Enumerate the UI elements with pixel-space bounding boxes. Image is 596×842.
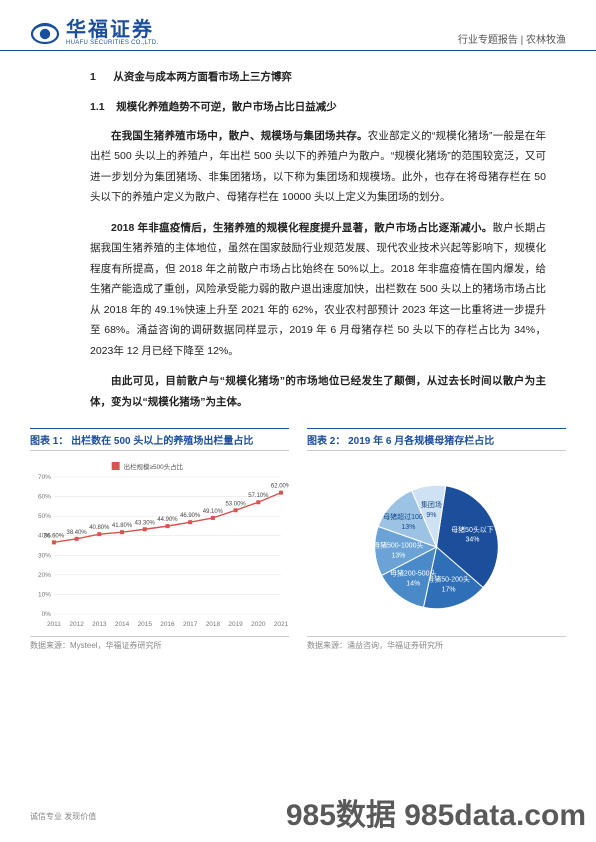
svg-text:2014: 2014: [115, 621, 130, 628]
svg-text:43.30%: 43.30%: [135, 520, 156, 526]
svg-text:2016: 2016: [160, 621, 175, 628]
svg-text:34%: 34%: [465, 537, 479, 544]
body-content: 1 从资金与成本两方面看市场上三方博弈 1.1 规模化养殖趋势不可逆，散户市场占…: [0, 51, 596, 412]
svg-text:46.90%: 46.90%: [180, 513, 201, 519]
svg-text:40.80%: 40.80%: [89, 525, 110, 531]
svg-text:2013: 2013: [92, 621, 107, 628]
svg-text:集团场: 集团场: [421, 500, 442, 509]
footer-left: 诚信专业 发现价值: [30, 811, 96, 822]
paragraph-3: 由此可见，目前散户与“规模化猪场”的市场地位已经发生了颠倒，从过去长时间以散户为…: [90, 371, 546, 412]
chart-1: 图表 1： 出栏数在 500 头以上的养殖场出栏量占比 0% 10% 20% 30% 4…: [30, 428, 289, 651]
svg-text:出栏规模≥500头占比: 出栏规模≥500头占比: [124, 462, 184, 471]
svg-text:38.40%: 38.40%: [67, 530, 88, 536]
svg-text:10%: 10%: [38, 591, 51, 598]
svg-text:0%: 0%: [42, 611, 52, 618]
svg-text:2011: 2011: [47, 621, 61, 628]
svg-text:17%: 17%: [442, 586, 456, 593]
header-category: 行业专题报告 | 农林牧渔: [458, 31, 566, 46]
svg-text:41.80%: 41.80%: [112, 523, 133, 529]
svg-text:70%: 70%: [38, 474, 51, 481]
svg-text:36.60%: 36.60%: [44, 533, 65, 539]
logo-cn-text: 华福证券: [66, 20, 158, 40]
heading-2-num: 1.1: [90, 101, 105, 113]
svg-text:57.10%: 57.10%: [248, 493, 269, 499]
svg-text:2018: 2018: [206, 621, 221, 628]
svg-text:母猪50头以下: 母猪50头以下: [451, 525, 494, 534]
logo-icon: [30, 21, 60, 45]
paragraph-1: 在我国生猪养殖市场中，散户、规模场与集团场共存。农业部定义的“规模化猪场”一般是…: [90, 126, 546, 208]
logo-en-text: HUAFU SECURITIES CO.,LTD.: [66, 40, 158, 46]
svg-text:44.90%: 44.90%: [157, 517, 178, 523]
p1-lead: 在我国生猪养殖市场中，散户、规模场与集团场共存。: [111, 130, 368, 142]
heading-1-text: 从资金与成本两方面看市场上三方博弈: [113, 71, 292, 83]
p2-lead: 2018 年非瘟疫情后，生猪养殖的规模化程度提升显著，散户市场占比逐渐减小。: [111, 222, 492, 234]
svg-text:13%: 13%: [391, 553, 405, 560]
charts-row: 图表 1： 出栏数在 500 头以上的养殖场出栏量占比 0% 10% 20% 30% 4…: [0, 422, 596, 651]
chart-2-source: 数据来源：涌益咨询，华福证券研究所: [307, 636, 566, 651]
header: 华福证券 HUAFU SECURITIES CO.,LTD. 行业专题报告 | …: [0, 0, 596, 51]
svg-text:49.10%: 49.10%: [203, 509, 224, 515]
heading-2-text: 规模化养殖趋势不可逆，散户市场占比日益减少: [116, 101, 337, 113]
chart-2-title: 图表 2： 2019 年 6 月各规模母猪存栏占比: [307, 428, 566, 451]
heading-2: 1.1 规模化养殖趋势不可逆，散户市场占比日益减少: [90, 97, 546, 117]
svg-text:母猪200-500头: 母猪200-500头: [390, 568, 437, 577]
svg-text:62.00%: 62.00%: [271, 484, 289, 490]
paragraph-2: 2018 年非瘟疫情后，生猪养殖的规模化程度提升显著，散户市场占比逐渐减小。散户…: [90, 218, 546, 361]
svg-text:53.00%: 53.00%: [226, 501, 247, 507]
heading-1: 1 从资金与成本两方面看市场上三方博弈: [90, 67, 546, 87]
chart-2-canvas: 母猪50头以下34%母猪50-200头17%母猪200-500头14%母猪500…: [307, 457, 566, 632]
svg-text:2015: 2015: [138, 621, 153, 628]
svg-text:9%: 9%: [426, 512, 436, 519]
svg-text:14%: 14%: [406, 580, 420, 587]
svg-text:2020: 2020: [251, 621, 266, 628]
p2-body: 散户长期占据我国生猪养殖的主体地位，虽然在国家鼓励行业规范发展、现代农业技术兴起…: [90, 222, 546, 357]
svg-text:2021: 2021: [274, 621, 289, 628]
svg-text:母猪500-1000头: 母猪500-1000头: [373, 541, 423, 550]
heading-1-num: 1: [90, 71, 96, 83]
p3-lead: 由此可见，目前散户与“规模化猪场”的市场地位已经发生了颠倒，: [111, 375, 427, 387]
svg-text:2017: 2017: [183, 621, 198, 628]
chart-1-canvas: 0%10%20%30%40%50%60%70%20112012201320142…: [30, 457, 289, 632]
chart-2: 图表 2： 2019 年 6 月各规模母猪存栏占比 母猪50头以下 34% 母猪50…: [307, 428, 566, 651]
svg-text:2012: 2012: [69, 621, 84, 628]
svg-text:20%: 20%: [38, 572, 51, 579]
logo: 华福证券 HUAFU SECURITIES CO.,LTD.: [30, 20, 158, 46]
svg-text:60%: 60%: [38, 494, 51, 501]
svg-text:30%: 30%: [38, 552, 51, 559]
svg-text:2019: 2019: [228, 621, 243, 628]
svg-text:13%: 13%: [401, 524, 415, 531]
chart-1-source: 数据来源：Mysteel，华福证券研究所: [30, 636, 289, 651]
watermark: 985数据 985data.com: [286, 790, 586, 834]
svg-text:50%: 50%: [38, 513, 51, 520]
chart-1-title: 图表 1： 出栏数在 500 头以上的养殖场出栏量占比: [30, 428, 289, 451]
